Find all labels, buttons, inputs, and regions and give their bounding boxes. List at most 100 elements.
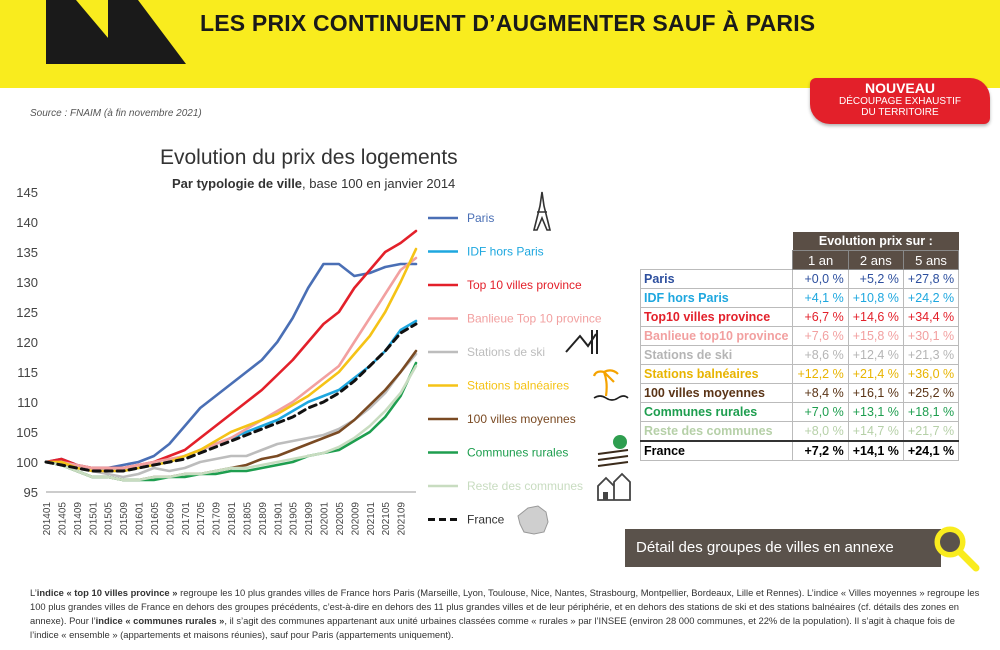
- table-cell: +10,8 %: [847, 288, 904, 308]
- table-cell: +24,2 %: [902, 288, 960, 308]
- table-row-name: Reste des communes: [639, 421, 794, 442]
- chart-title: Evolution du prix des logements: [160, 146, 458, 169]
- x-tick-label: 201705: [196, 502, 207, 536]
- brand-logo-icon: [46, 0, 186, 64]
- table-row: France +7,2 % +14,1 % +24,1 %: [639, 440, 960, 461]
- legend-label: 100 villes moyennes: [467, 412, 576, 426]
- table-cell: +13,1 %: [847, 402, 904, 422]
- table-row-name: Communes rurales: [639, 402, 794, 422]
- table-row: IDF hors Paris +4,1 % +10,8 % +24,2 %: [639, 288, 960, 308]
- new-badge: NOUVEAU DÉCOUPAGE EXHAUSTIF DU TERRITOIR…: [810, 78, 990, 124]
- ski-icon: [565, 330, 598, 354]
- series-line-7: [44, 361, 418, 482]
- series-line-3: [44, 256, 418, 470]
- x-tick-label: 202105: [381, 502, 392, 536]
- table-row-name: 100 villes moyennes: [639, 383, 794, 403]
- y-tick-label: 140: [16, 215, 38, 230]
- footnote-text: regroupe les 10 plus grandes villes de F…: [30, 587, 980, 626]
- annex-link-button[interactable]: Détail des groupes de villes en annexe: [625, 529, 941, 567]
- x-tick-label: 201505: [104, 502, 115, 536]
- badge-line: DU TERRITOIRE: [861, 107, 939, 118]
- table-cell: +30,1 %: [902, 326, 960, 346]
- table-column-header: 1 an: [792, 250, 849, 270]
- table-cell: +8,4 %: [792, 383, 849, 403]
- table-row-name: Banlieue top10 province: [639, 326, 794, 346]
- x-tick-label: 201905: [289, 502, 300, 536]
- badge-line: DÉCOUPAGE EXHAUSTIF: [838, 96, 962, 107]
- y-tick-label: 130: [16, 275, 38, 290]
- eiffel-tower-icon: [532, 191, 552, 231]
- table-row: Communes rurales +7,0 % +13,1 % +18,1 %: [639, 402, 960, 422]
- table-row: 100 villes moyennes +8,4 % +16,1 % +25,2 %: [639, 383, 960, 403]
- table-cell: +4,1 %: [792, 288, 849, 308]
- x-tick-label: 201405: [57, 502, 68, 536]
- table-cell: +24,1 %: [902, 440, 960, 461]
- legend-label: IDF hors Paris: [467, 245, 544, 259]
- beach-palm-icon: [592, 369, 629, 401]
- table-cell: +16,1 %: [847, 383, 904, 403]
- table-cell: +7,0 %: [792, 402, 849, 422]
- table-row-name: Top10 villes province: [639, 307, 794, 327]
- table-row: Top10 villes province +6,7 % +14,6 % +34,4 …: [639, 307, 960, 327]
- legend-label: Reste des communes: [467, 479, 583, 493]
- legend-label: Stations balnéaires: [467, 379, 569, 393]
- table-column-header: 5 ans: [902, 250, 960, 270]
- x-tick-label: 201501: [88, 502, 99, 536]
- magnifier-icon: [934, 526, 980, 572]
- x-tick-label: 201701: [181, 502, 192, 536]
- footnote-bold: indice « top 10 villes province »: [36, 587, 178, 598]
- chart-subtitle-bold: Par typologie de ville: [172, 176, 303, 191]
- x-tick-label: 202009: [350, 502, 361, 536]
- table-cell: +7,2 %: [792, 440, 849, 461]
- x-tick-label: 201605: [150, 502, 161, 536]
- x-tick-label: 201901: [273, 502, 284, 536]
- table-cell: +34,4 %: [902, 307, 960, 327]
- y-tick-label: 120: [16, 335, 38, 350]
- footnote-text: , il s’agit des communes appartenant aux…: [30, 615, 955, 640]
- legend-label: Top 10 villes province: [467, 278, 582, 292]
- table-cell: +6,7 %: [792, 307, 849, 327]
- legend-label: Stations de ski: [467, 345, 545, 359]
- table-cell: +15,8 %: [847, 326, 904, 346]
- table-cell: +36,0 %: [902, 364, 960, 384]
- table-cell: +5,2 %: [847, 269, 904, 289]
- table-cell: +14,6 %: [847, 307, 904, 327]
- table-column-header: 2 ans: [847, 250, 904, 270]
- table-cell: +12,2 %: [792, 364, 849, 384]
- series-line-8: [44, 364, 418, 482]
- table-cell: +18,1 %: [902, 402, 960, 422]
- page-title: LES PRIX CONTINUENT D’AUGMENTER SAUF À P…: [200, 10, 816, 36]
- x-tick-label: 201801: [227, 502, 238, 536]
- x-tick-label: 201609: [165, 502, 176, 536]
- legend-label: Paris: [467, 211, 494, 225]
- footnote-bold: indice « communes rurales »: [95, 615, 225, 626]
- table-row: Stations de ski +8,6 % +12,4 % +21,3 %: [639, 345, 960, 365]
- chart-subtitle: Par typologie de ville, base 100 en janv…: [172, 176, 455, 191]
- village-icon: [597, 472, 631, 501]
- table-row-name: Paris: [639, 269, 794, 289]
- x-tick-label: 201709: [212, 502, 223, 536]
- methodology-footnote: L’indice « top 10 villes province » regr…: [30, 586, 985, 642]
- source-note: Source : FNAIM (à fin novembre 2021): [30, 108, 202, 119]
- table-row-name: IDF hors Paris: [639, 288, 794, 308]
- table-row: Banlieue top10 province +7,6 % +15,8 % +30,…: [639, 326, 960, 346]
- table-cell: +27,8 %: [902, 269, 960, 289]
- table-cell: +14,1 %: [847, 440, 904, 461]
- x-tick-label: 202101: [366, 502, 377, 536]
- legend-label: Banlieue Top 10 province: [467, 312, 602, 326]
- table-cell: +21,3 %: [902, 345, 960, 365]
- price-evolution-chart: 95 100 105 110 115 120 125 130 135 140 145 201401 20…: [16, 185, 631, 536]
- series-line-9: [44, 322, 418, 473]
- x-tick-label: 201509: [119, 502, 130, 536]
- farm-icon: [597, 435, 629, 467]
- x-tick-label: 201809: [258, 502, 269, 536]
- x-tick-label: 201401: [42, 502, 53, 536]
- table-cell: +8,6 %: [792, 345, 849, 365]
- table-cell: +0,0 %: [792, 269, 849, 289]
- table-row: Paris +0,0 % +5,2 % +27,8 %: [639, 269, 960, 289]
- table-row: Reste des communes +8,0 % +14,7 % +21,7 %: [639, 421, 960, 442]
- x-tick-label: 201909: [304, 502, 315, 536]
- table-cell: +25,2 %: [902, 383, 960, 403]
- y-tick-label: 110: [17, 395, 38, 410]
- table-row-name: Stations balnéaires: [639, 364, 794, 384]
